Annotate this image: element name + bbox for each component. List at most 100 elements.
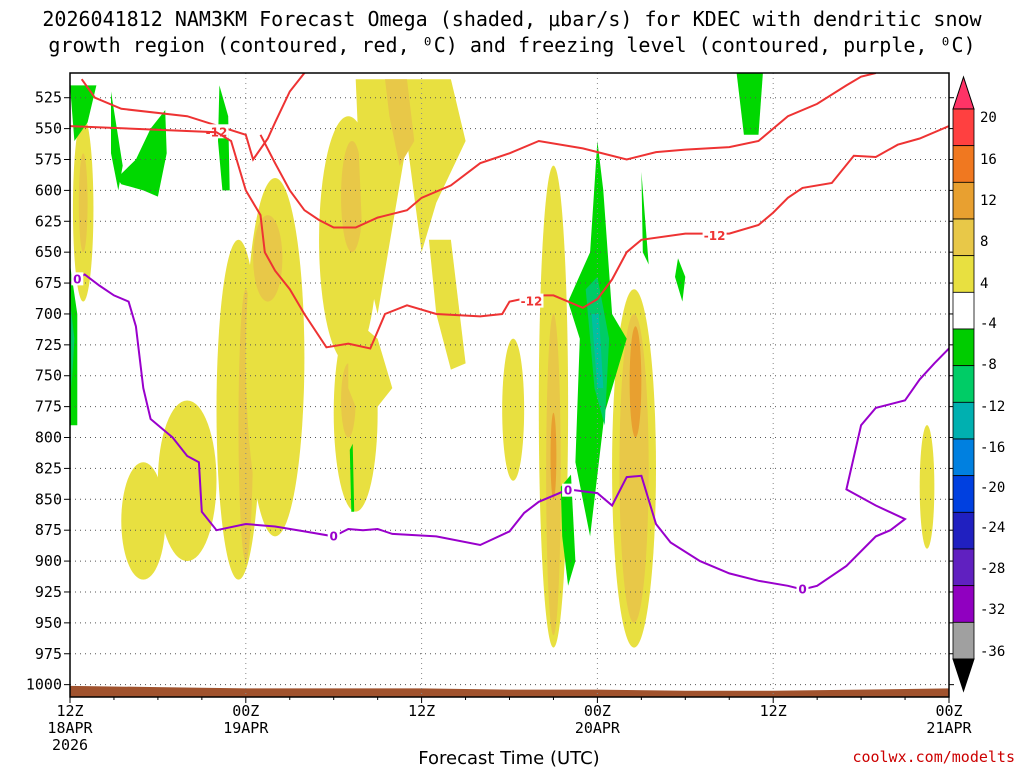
colorbar-segment-4 [952,255,975,293]
freeze-label-bg-1 [327,529,340,543]
y-tick-label-550: 550 [35,120,62,138]
colorbar-segment-11 [952,511,975,550]
x-tick-label-3-0: 00Z [584,702,611,720]
colorbar-label-7: -12 [980,399,1005,415]
y-tick-label-900: 900 [35,552,62,570]
y-tick-label-875: 875 [35,521,62,539]
chart-title-line1: 2026041812 NAM3KM Forecast Omega (shaded… [42,7,982,31]
omega-negative-13 [70,301,75,389]
colorbar-label-4: 4 [980,276,988,292]
y-tick-label-925: 925 [35,583,62,601]
colorbar-label-0: 20 [980,110,997,126]
x-tick-label-3-1: 20APR [575,719,621,737]
colorbar-legend: 20 16 12 8 4 -4 -8 -12 -16 -20 -24 -28 -32 -36 [952,75,1005,693]
x-tick-label-0-2: 2026 [52,736,88,754]
x-tick-label-0-0: 12Z [56,702,83,720]
y-tick-label-975: 975 [35,645,62,663]
colorbar-label-10: -24 [980,520,1005,536]
x-tick-label-1-0: 00Z [232,702,259,720]
freeze-label-bg-2 [562,483,575,497]
freeze-label-bg-3 [796,582,809,596]
y-tick-label-850: 850 [35,490,62,508]
colorbar-segment-6 [952,328,975,367]
freeze-label-bg-0 [71,272,84,286]
y-tick-label-725: 725 [35,336,62,354]
omega-negative-9 [675,258,686,302]
omega-negative-5 [349,443,355,512]
colorbar-segment-0 [952,108,975,147]
omega-negative-8 [641,171,649,265]
x-tick-label-1-1: 19APR [223,719,269,737]
omega-blob-5 [341,140,364,253]
colorbar-segment-8 [952,401,975,440]
y-tick-label-625: 625 [35,212,62,230]
colorbar-segment-2 [952,181,975,220]
x-tick-label-5-1: 21APR [926,719,972,737]
colorbar-segment-10 [952,475,975,513]
colorbar-segment-5 [952,291,975,330]
freeze-label-0: 0 [73,272,81,286]
contour-label-bg-dgz-lower [519,293,544,308]
colorbar-label-13: -36 [980,644,1005,660]
omega-blob-18 [121,462,166,580]
contour-label-bg-dgz-middle [702,228,727,243]
y-tick-label-775: 775 [35,398,62,416]
contour-dgz-middle [259,73,877,229]
omega-polygon-0 [355,79,466,314]
omega-negative-10 [736,73,763,135]
colorbar-top-arrow [952,75,975,110]
colorbar-label-5: -4 [980,316,997,332]
colorbar-label-9: -20 [980,480,1005,496]
omega-blob-19 [157,400,217,562]
colorbar-label-12: -32 [980,602,1005,618]
contour-dgz-upper [80,73,306,162]
omega-blob-8 [502,338,525,481]
x-axis-label: Forecast Time (UTC) [418,748,599,768]
omega-negative-7 [560,474,576,586]
freeze-label-1: 0 [330,529,338,543]
omega-blob-17 [78,153,88,253]
omega-blob-13 [619,313,649,623]
x-tick-label-2-0: 12Z [408,702,435,720]
y-axis: 525 550 575 600 625 650 675 700 725 750 775 800 825 8… [26,89,954,694]
omega-negative-12 [591,314,604,389]
credit-link[interactable]: coolwx.com/modelts [852,748,1015,766]
colorbar-segment-9 [952,438,975,477]
colorbar-segment-13 [952,585,975,623]
y-tick-label-650: 650 [35,243,62,261]
y-tick-label-600: 600 [35,181,62,199]
omega-negative-2 [116,110,167,197]
freeze-label-2: 0 [564,484,572,498]
x-tick-label-5-0: 00Z [935,702,962,720]
y-tick-label-825: 825 [35,459,62,477]
y-tick-label-800: 800 [35,429,62,447]
y-tick-label-675: 675 [35,274,62,292]
omega-blob-14 [629,326,642,438]
contour-label-dgz-lower: -12 [521,295,543,309]
colorbar-label-8: -16 [980,440,1005,456]
x-tick-label-4-0: 12Z [760,702,787,720]
omega-polygon-2 [348,314,393,426]
contour-freezing-level [70,273,949,591]
colorbar-label-11: -28 [980,561,1005,577]
colorbar-segment-3 [952,218,975,257]
chart-title-line2: growth region (contoured, red, ⁰C) and f… [48,33,975,57]
colorbar-label-1: 16 [980,152,997,168]
y-tick-label-750: 750 [35,367,62,385]
colorbar-label-6: -8 [980,357,997,373]
colorbar-segment-1 [952,145,975,183]
y-tick-label-1000: 1000 [26,676,62,694]
y-tick-label-575: 575 [35,150,62,168]
omega-blob-11 [550,412,557,500]
colorbar-segment-14 [952,621,975,660]
colorbar-segment-12 [952,548,975,587]
colorbar-label-3: 8 [980,234,988,250]
y-tick-label-700: 700 [35,305,62,323]
colorbar-label-2: 12 [980,193,997,209]
colorbar-bottom-arrow [952,658,975,693]
ground-surface [70,685,949,697]
omega-polygon-3 [385,79,415,166]
